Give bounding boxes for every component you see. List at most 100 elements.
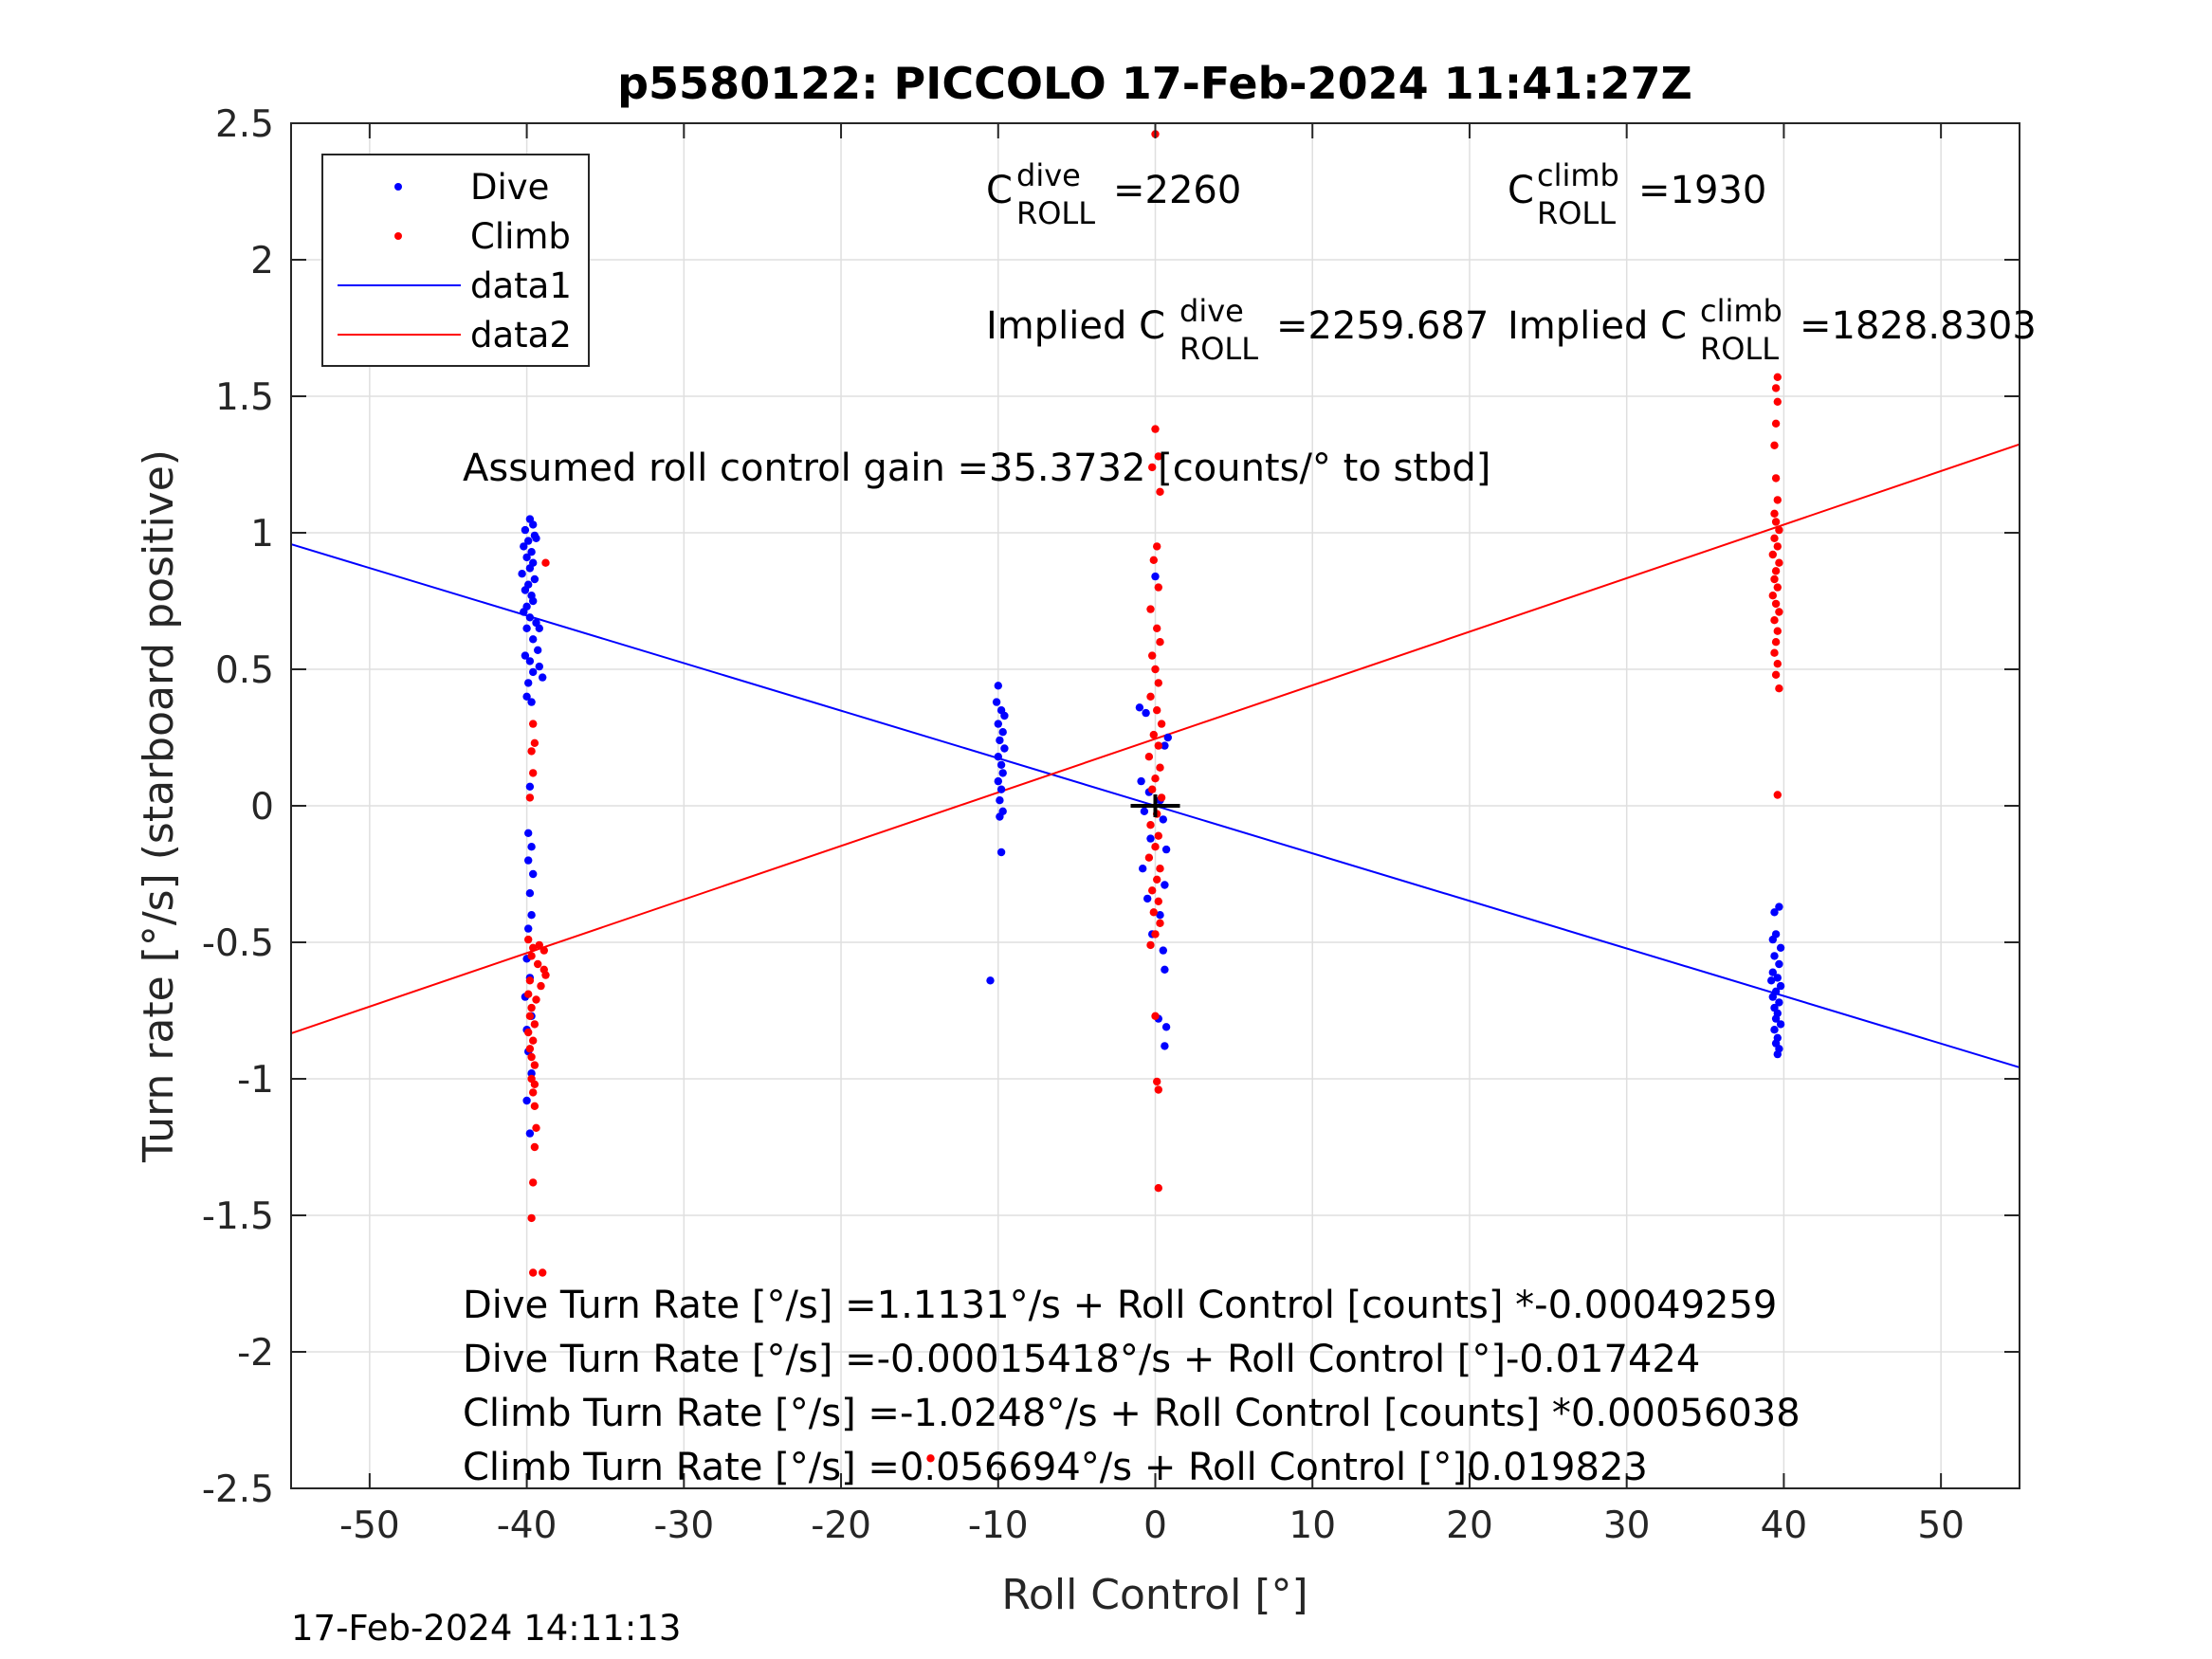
climb-point xyxy=(1156,638,1164,647)
c-dive-superscript: dive xyxy=(1016,157,1081,193)
climb-point xyxy=(525,1045,535,1053)
dive-point xyxy=(996,796,1004,805)
climb-point xyxy=(532,1123,540,1133)
dive-point xyxy=(1775,902,1783,911)
climb-point xyxy=(532,995,540,1004)
implied-c-dive-annotation: Implied C dive ROLL =2259.687 xyxy=(986,293,1489,367)
climb-point xyxy=(529,1178,538,1187)
dive-point xyxy=(524,679,533,687)
y-axis-label: Turn rate [°/s] (starboard positive) xyxy=(135,449,183,1163)
climb-point xyxy=(1775,558,1783,567)
x-tick-label: -30 xyxy=(653,1504,714,1547)
implied-dive-superscript: dive xyxy=(1179,293,1244,329)
dive-point xyxy=(1161,881,1169,889)
y-tick-label: 1.5 xyxy=(215,376,274,419)
dive-point xyxy=(524,924,533,933)
climb-point xyxy=(1148,651,1157,660)
dive-point xyxy=(1000,711,1009,720)
climb-point xyxy=(1154,897,1163,905)
footer-timestamp: 17-Feb-2024 14:11:13 xyxy=(291,1608,681,1649)
implied-climb-prefix: Implied C xyxy=(1508,304,1687,348)
implied-climb-subscript: ROLL xyxy=(1700,331,1779,367)
climb-point xyxy=(1771,518,1781,526)
x-tick-label: 10 xyxy=(1289,1504,1336,1547)
dive-point xyxy=(1143,894,1152,903)
fit-line-climb-degrees: Climb Turn Rate [°/s] =0.056694°/s + Rol… xyxy=(463,1446,1648,1489)
implied-dive-value: =2259.687 xyxy=(1276,304,1489,348)
climb-point xyxy=(1146,692,1155,701)
climb-point xyxy=(525,793,535,802)
x-axis-label: Roll Control [°] xyxy=(1001,1571,1307,1619)
dive-point xyxy=(522,553,531,562)
dive-point xyxy=(1163,733,1173,742)
climb-point xyxy=(539,1268,547,1277)
dive-point xyxy=(525,782,535,791)
climb-point xyxy=(1151,775,1160,783)
dive-point xyxy=(525,889,535,898)
climb-point xyxy=(525,1012,535,1021)
climb-point xyxy=(1770,574,1779,584)
dive-point xyxy=(529,667,538,677)
c-climb-value: =1930 xyxy=(1638,169,1766,212)
climb-point xyxy=(1149,908,1159,917)
legend-label-climb: Climb xyxy=(470,216,571,257)
climb-point xyxy=(1151,1012,1160,1021)
climb-point xyxy=(1156,919,1164,927)
climb-point xyxy=(530,1061,539,1069)
dive-point xyxy=(525,564,535,573)
implied-climb-value: =1828.8303 xyxy=(1800,304,2037,348)
chart-title: p5580122: PICCOLO 17-Feb-2024 11:41:27Z xyxy=(617,58,1692,109)
c-dive-subscript: ROLL xyxy=(1016,195,1095,231)
climb-point xyxy=(1775,608,1783,616)
dive-point xyxy=(527,843,536,851)
y-tick-label: 0.5 xyxy=(215,649,274,692)
climb-point xyxy=(1153,624,1161,632)
climb-point xyxy=(529,1268,538,1277)
dive-point xyxy=(992,698,1001,706)
climb-point xyxy=(1153,1077,1161,1086)
dive-point xyxy=(998,728,1007,737)
grid xyxy=(291,123,2020,1488)
dive-point xyxy=(1775,998,1783,1007)
climb-point xyxy=(529,769,538,777)
dive-point xyxy=(1146,834,1155,843)
climb-point xyxy=(1148,785,1157,793)
dive-point xyxy=(1142,708,1150,718)
climb-point xyxy=(539,946,548,955)
dive-point xyxy=(529,869,538,879)
climb-point xyxy=(1154,1085,1163,1094)
climb-point xyxy=(1773,791,1782,799)
climb-point xyxy=(1773,496,1782,504)
dive-point xyxy=(1768,968,1778,976)
dive-point xyxy=(521,586,530,594)
climb-point xyxy=(1154,831,1163,840)
dive-point xyxy=(1771,1014,1781,1023)
climb-point xyxy=(1770,441,1779,449)
x-tick-label: -20 xyxy=(811,1504,871,1547)
dive-point xyxy=(527,911,536,920)
dive-point xyxy=(996,736,1004,745)
dive-point xyxy=(529,596,538,606)
dive-point xyxy=(535,624,543,632)
dive-point xyxy=(994,753,1003,761)
dive-point xyxy=(1161,965,1169,974)
fit-equations: Dive Turn Rate [°/s] =1.1131°/s + Roll C… xyxy=(463,1284,1801,1489)
climb-point xyxy=(1144,853,1154,862)
dive-point xyxy=(520,608,528,616)
dive-point xyxy=(521,525,530,535)
implied-climb-superscript: climb xyxy=(1700,293,1782,329)
climb-point xyxy=(1153,875,1161,884)
climb-point xyxy=(1153,706,1161,715)
climb-point xyxy=(926,1454,935,1463)
climb-point xyxy=(1770,534,1779,542)
dive-point xyxy=(998,769,1007,777)
climb-point xyxy=(539,965,548,974)
dive-point xyxy=(1776,1020,1785,1029)
dive-point xyxy=(1156,911,1164,920)
climb-point xyxy=(524,1028,533,1037)
legend-swatch-climb xyxy=(394,232,402,240)
climb-point xyxy=(1775,525,1783,535)
climb-point xyxy=(530,738,539,747)
dive-point xyxy=(1768,935,1778,944)
